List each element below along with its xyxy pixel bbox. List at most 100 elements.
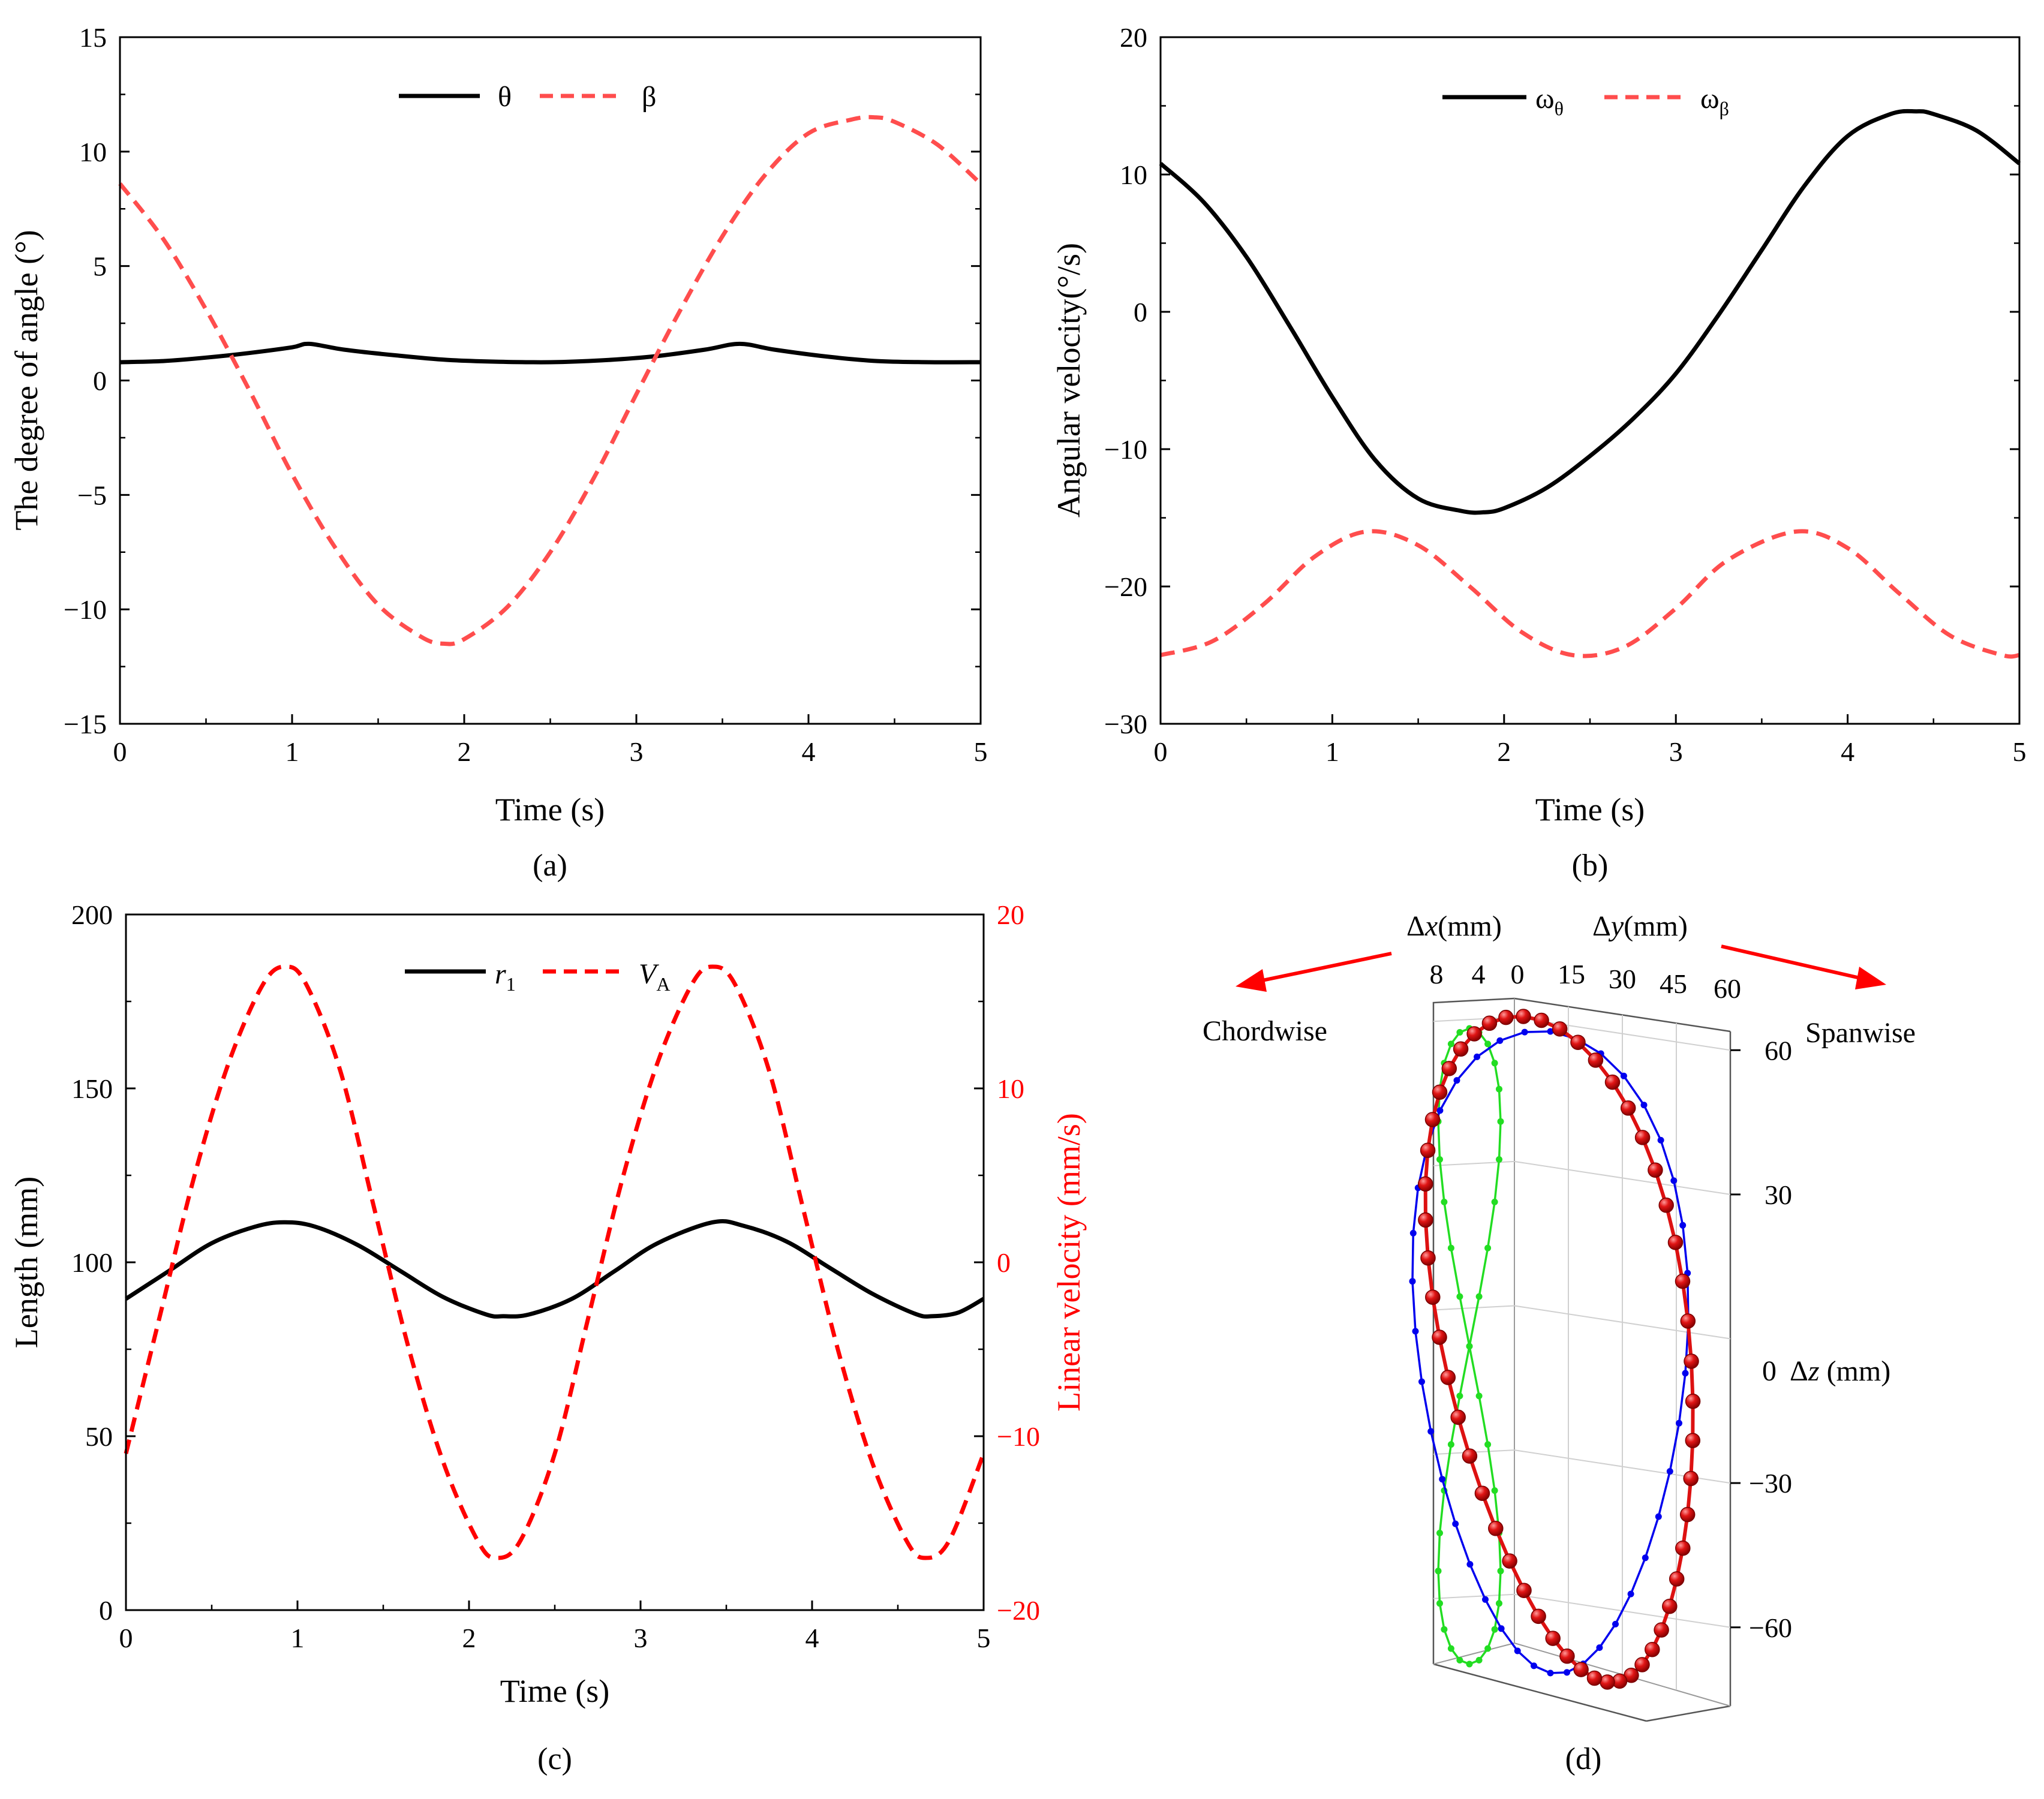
trajectory-marker-0 [1456, 1029, 1463, 1036]
grid-line-z-back [1433, 1593, 1515, 1599]
trajectory-marker-1 [1439, 1476, 1446, 1483]
trajectory-marker-2 [1552, 1021, 1568, 1037]
y2-tick-label: 20 [997, 900, 1024, 930]
trajectory-marker-1 [1679, 1222, 1687, 1229]
trajectory-marker-2 [1586, 1670, 1603, 1686]
x-tick-label-d: 8 [1430, 959, 1444, 989]
trajectory-marker-2 [1654, 1622, 1669, 1638]
trajectory-marker-2 [1559, 1648, 1575, 1664]
trajectory-marker-1 [1436, 1107, 1444, 1114]
trajectory-marker-1 [1627, 1590, 1634, 1598]
y-tick-label: 50 [85, 1421, 113, 1452]
x-axis-label-b: Time (s) [1535, 792, 1645, 828]
trajectory-marker-1 [1427, 1428, 1435, 1435]
y-tick-label-d: 45 [1660, 968, 1687, 999]
caption-c: (c) [537, 1742, 572, 1776]
trajectory-marker-2 [1498, 1009, 1514, 1025]
trajectory-marker-0 [1435, 1568, 1442, 1575]
trajectory-marker-0 [1484, 1645, 1492, 1652]
trajectory-marker-0 [1466, 1343, 1473, 1350]
x-tick-label: 4 [805, 1623, 819, 1653]
trajectory-marker-2 [1420, 1250, 1436, 1266]
trajectory-marker-0 [1484, 1441, 1492, 1448]
y-tick-label: 100 [71, 1247, 113, 1278]
trajectory-marker-0 [1441, 1626, 1448, 1633]
trajectory-marker-0 [1484, 1040, 1492, 1048]
panel-a: 0 1 2 3 4 5 −15 −10 −5 0 5 10 15 θ β Time (s) The de… [8, 22, 988, 883]
trajectory-marker-2 [1420, 1142, 1436, 1159]
x-tick-label: 0 [119, 1623, 133, 1653]
trajectory-marker-0 [1447, 1244, 1454, 1252]
trajectory-marker-0 [1456, 1657, 1463, 1663]
trajectory-marker-2 [1573, 1662, 1589, 1677]
trajectory-marker-2 [1534, 1012, 1549, 1028]
trajectory-marker-0 [1436, 1530, 1443, 1536]
x-tick-label: 4 [1841, 736, 1854, 767]
trajectory-marker-1 [1496, 1037, 1504, 1044]
y-tick-label: 0 [1134, 297, 1147, 327]
trajectory-marker-0 [1436, 1600, 1443, 1607]
trajectory-marker-2 [1675, 1540, 1691, 1556]
x-tick-label: 5 [2013, 736, 2027, 767]
y-axis-label-c: Length (mm) [8, 1177, 44, 1348]
legend-label-theta: θ [498, 81, 512, 113]
y-tick-label: 5 [93, 251, 107, 282]
y-tick-label: 15 [79, 22, 107, 53]
x-tick-label: 3 [1669, 736, 1683, 767]
series-line-a-0 [119, 341, 981, 365]
legend-c: r1 VA [405, 958, 670, 995]
legend-b: ωθ ωβ [1442, 83, 1729, 119]
trajectory-marker-0 [1447, 1040, 1454, 1048]
x-tick-label: 3 [630, 736, 644, 767]
panel-b: 0 1 2 3 4 5 −30 −20 −10 0 10 20 ωθ ωβ Time (s) Angu… [1051, 22, 2027, 883]
trajectory-marker-1 [1412, 1328, 1419, 1335]
x-tick-label: 2 [458, 736, 471, 767]
trajectory-marker-2 [1488, 1521, 1504, 1536]
trajectory-marker-2 [1474, 1485, 1490, 1501]
y2-tick-label: −20 [997, 1595, 1040, 1626]
series-line-a-1 [118, 115, 982, 646]
trajectory-marker-2 [1531, 1608, 1546, 1624]
x-tick-label-d: 4 [1472, 959, 1486, 989]
trajectory-marker-2 [1516, 1009, 1531, 1024]
trajectory-marker-1 [1409, 1229, 1417, 1237]
chordwise-label: Chordwise [1203, 1015, 1327, 1047]
y-tick-label-d: 30 [1609, 964, 1636, 994]
trajectory-marker-0 [1475, 1293, 1483, 1300]
spanwise-arrowhead [1855, 967, 1886, 989]
z-tick-label: −60 [1749, 1613, 1792, 1643]
chordwise-arrow [1256, 952, 1392, 983]
trajectory-marker-1 [1666, 1468, 1673, 1475]
y-tick-label: 150 [71, 1073, 113, 1104]
y2-tick-label: −10 [997, 1421, 1040, 1452]
x-tick-label: 1 [1325, 736, 1339, 767]
trajectory-marker-1 [1453, 1077, 1460, 1084]
trajectory-marker-0 [1496, 1085, 1502, 1093]
trajectory-marker-2 [1645, 1641, 1660, 1657]
trajectory-marker-2 [1684, 1353, 1699, 1369]
legend-label-omega-theta: ωθ [1535, 83, 1564, 119]
trajectory-marker-2 [1441, 1061, 1457, 1076]
trajectory-marker-1 [1564, 1669, 1570, 1676]
trajectory-marker-1 [1531, 1662, 1537, 1669]
trajectory-marker-0 [1456, 1392, 1463, 1400]
legend-label-omega-beta: ωβ [1700, 83, 1729, 119]
trajectory-marker-2 [1648, 1162, 1663, 1178]
trajectory-marker-1 [1670, 1177, 1678, 1184]
trajectory-marker-2 [1425, 1289, 1441, 1305]
trajectory-marker-2 [1667, 1235, 1684, 1250]
y-tick-label: −15 [64, 709, 107, 739]
trajectory-marker-1 [1642, 1554, 1649, 1562]
trajectory-marker-0 [1447, 1645, 1454, 1652]
trajectory-marker-1 [1452, 1520, 1459, 1527]
trajectory-marker-1 [1409, 1278, 1416, 1285]
z-tick-label: 60 [1765, 1035, 1792, 1066]
y2-tick-label: 0 [997, 1247, 1011, 1278]
caption-a: (a) [533, 849, 567, 883]
trajectory-marker-2 [1680, 1313, 1696, 1329]
trajectory-marker-2 [1679, 1506, 1696, 1523]
x-tick-label: 1 [291, 1623, 305, 1653]
trajectory-marker-0 [1436, 1156, 1443, 1163]
trajectory-marker-1 [1514, 1647, 1521, 1654]
